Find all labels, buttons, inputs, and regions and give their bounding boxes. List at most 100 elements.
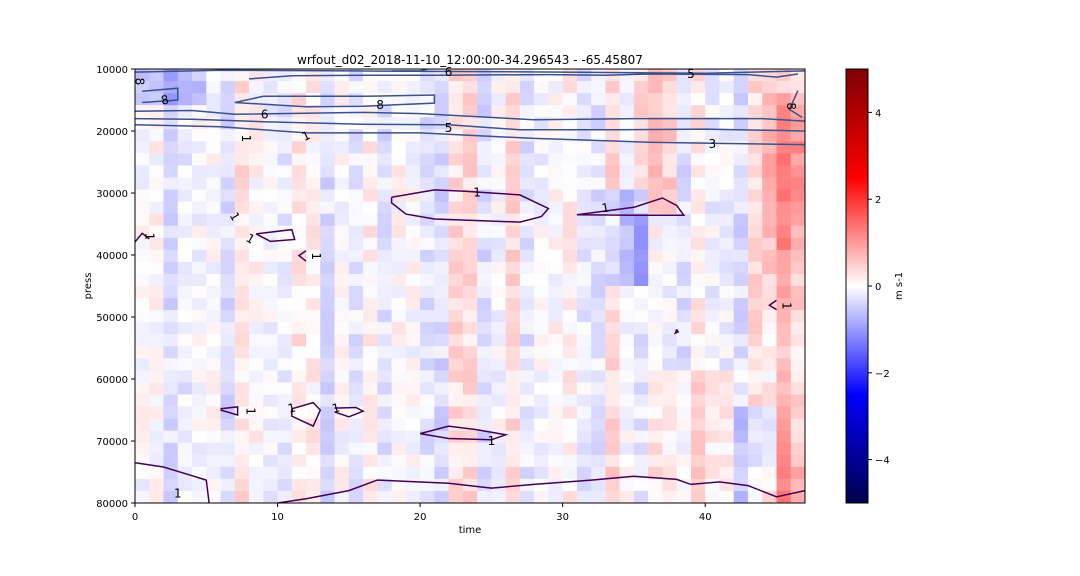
heatmap-cell bbox=[234, 418, 250, 432]
heatmap-cell bbox=[776, 273, 792, 287]
heatmap-cell bbox=[705, 418, 721, 432]
heatmap-cell bbox=[534, 273, 550, 287]
heatmap-cell bbox=[135, 129, 150, 142]
heatmap-cell bbox=[548, 298, 564, 311]
heatmap-cell bbox=[548, 105, 564, 118]
heatmap-cell bbox=[149, 249, 165, 263]
heatmap-cell bbox=[277, 117, 293, 130]
heatmap-cell bbox=[662, 261, 678, 275]
heatmap-cell bbox=[434, 249, 450, 263]
heatmap-cell bbox=[434, 81, 450, 94]
heatmap-cell bbox=[562, 189, 578, 203]
heatmap-cell bbox=[676, 454, 692, 468]
heatmap-cell bbox=[206, 129, 222, 142]
heatmap-cell bbox=[733, 418, 749, 432]
contour-label: 8 bbox=[160, 92, 170, 107]
heatmap-cell bbox=[363, 213, 378, 227]
heatmap-cell bbox=[334, 81, 350, 94]
heatmap-cell bbox=[534, 141, 550, 154]
heatmap-cell bbox=[206, 454, 222, 468]
heatmap-cell bbox=[263, 382, 279, 396]
heatmap-cell bbox=[576, 81, 592, 94]
heatmap-cell bbox=[348, 358, 364, 371]
heatmap-cell bbox=[790, 225, 805, 239]
heatmap-cell bbox=[434, 201, 450, 215]
heatmap-cell bbox=[519, 490, 535, 503]
heatmap-cell bbox=[177, 249, 193, 263]
heatmap-cell bbox=[420, 189, 435, 203]
heatmap-cell bbox=[790, 165, 805, 179]
heatmap-cell bbox=[705, 201, 721, 215]
heatmap-cell bbox=[177, 430, 193, 444]
heatmap-cell bbox=[334, 430, 350, 444]
heatmap-cell bbox=[234, 129, 250, 142]
heatmap-cell bbox=[206, 153, 222, 167]
heatmap-cell bbox=[363, 273, 378, 287]
heatmap-cell bbox=[534, 105, 550, 118]
heatmap-cell bbox=[591, 394, 607, 408]
heatmap-cell bbox=[491, 153, 507, 167]
heatmap-cell bbox=[234, 478, 250, 492]
heatmap-cell bbox=[135, 478, 150, 492]
heatmap-cell bbox=[505, 273, 521, 287]
heatmap-cell bbox=[363, 310, 378, 323]
heatmap-cell bbox=[320, 406, 336, 420]
heatmap-cell bbox=[405, 394, 421, 408]
plot-frame bbox=[134, 68, 806, 504]
heatmap-cell bbox=[348, 129, 364, 142]
heatmap-cell bbox=[220, 346, 236, 359]
heatmap-cell bbox=[234, 286, 250, 299]
heatmap-cell bbox=[405, 418, 421, 432]
heatmap-cell bbox=[277, 273, 293, 287]
heatmap-cell bbox=[705, 334, 721, 347]
heatmap-cell bbox=[505, 322, 521, 335]
heatmap-cell bbox=[619, 213, 635, 227]
heatmap-cell bbox=[263, 237, 279, 251]
heatmap-cell bbox=[320, 153, 336, 167]
contour-label: 1 bbox=[600, 200, 610, 215]
heatmap-cell bbox=[277, 346, 293, 359]
heatmap-cell bbox=[206, 249, 222, 263]
heatmap-cell bbox=[576, 177, 592, 191]
heatmap-cell bbox=[705, 165, 721, 179]
heatmap-cell bbox=[320, 165, 336, 179]
heatmap-cell bbox=[391, 442, 407, 456]
heatmap-cell bbox=[762, 394, 778, 408]
heatmap-cell bbox=[548, 358, 564, 371]
heatmap-cell bbox=[192, 129, 207, 142]
heatmap-cell bbox=[448, 273, 464, 287]
heatmap-cell bbox=[220, 418, 236, 432]
heatmap-cell bbox=[548, 442, 564, 456]
heatmap-cell bbox=[377, 153, 393, 167]
heatmap-cell bbox=[505, 237, 521, 251]
heatmap-cell bbox=[462, 201, 478, 215]
heatmap-cell bbox=[391, 370, 407, 384]
heatmap-cell bbox=[163, 370, 179, 384]
heatmap-cell bbox=[291, 225, 307, 239]
heatmap-cell bbox=[377, 201, 393, 215]
heatmap-cell bbox=[633, 237, 649, 251]
heatmap-cell bbox=[348, 273, 364, 287]
heatmap-cell bbox=[420, 406, 435, 420]
heatmap-cell bbox=[633, 358, 649, 371]
colorbar-tick-label: 0 bbox=[875, 282, 881, 293]
heatmap-cell bbox=[562, 346, 578, 359]
heatmap-cell bbox=[149, 478, 165, 492]
heatmap-cell bbox=[591, 141, 607, 154]
heatmap-cell bbox=[192, 406, 207, 420]
heatmap-cell bbox=[705, 93, 721, 106]
heatmap-cell bbox=[206, 394, 222, 408]
heatmap-cell bbox=[177, 478, 193, 492]
y-tick-label: 80000 bbox=[96, 499, 128, 510]
heatmap-cell bbox=[662, 201, 678, 215]
heatmap-cell bbox=[548, 225, 564, 239]
heatmap-cell bbox=[505, 466, 521, 480]
heatmap-cell bbox=[576, 298, 592, 311]
heatmap-cell bbox=[420, 213, 435, 227]
heatmap-cell bbox=[291, 466, 307, 480]
heatmap-cell bbox=[705, 286, 721, 299]
heatmap-cell bbox=[420, 418, 435, 432]
heatmap-cell bbox=[348, 201, 364, 215]
heatmap-cell bbox=[690, 454, 706, 468]
heatmap-cell bbox=[220, 273, 236, 287]
